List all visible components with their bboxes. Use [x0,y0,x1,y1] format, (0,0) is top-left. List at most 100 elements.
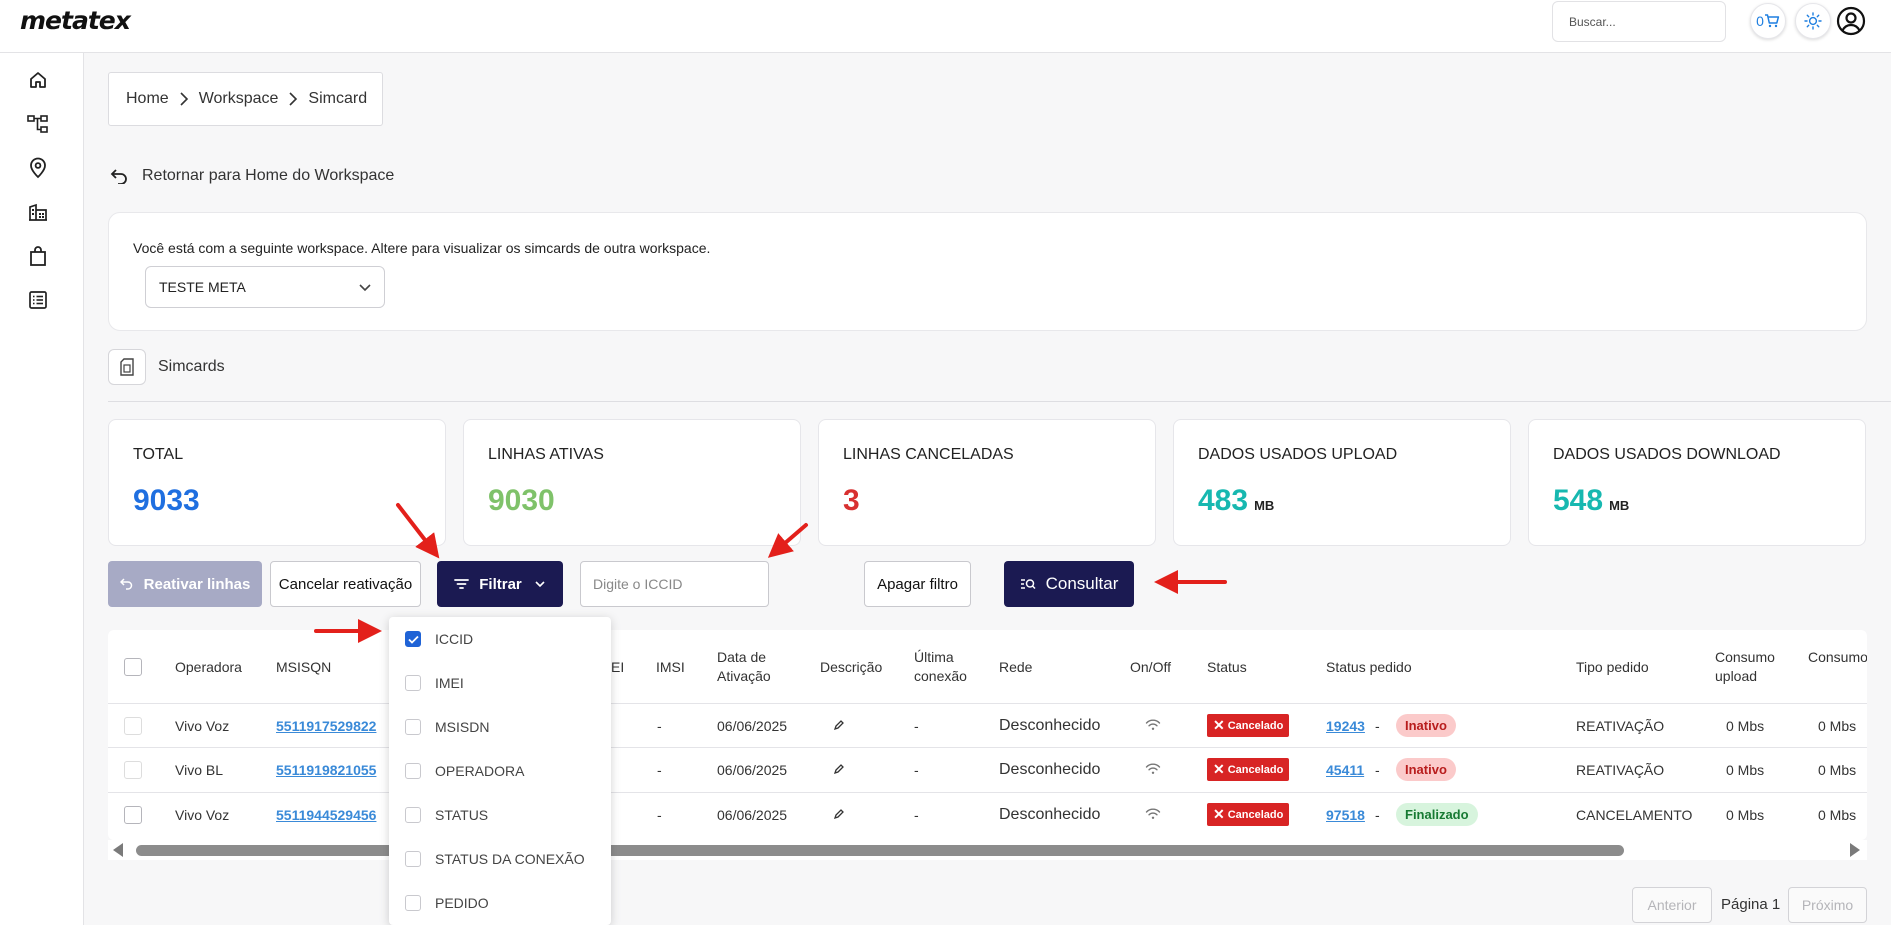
row-checkbox[interactable] [124,717,142,735]
search-list-icon [1020,579,1036,590]
filter-option-pedido[interactable]: PEDIDO [405,895,489,911]
theme-toggle-button[interactable] [1795,3,1831,39]
chevron-right-icon [288,92,298,106]
filter-option-imei[interactable]: IMEI [405,675,464,691]
checkbox[interactable] [405,719,421,735]
stat-unit: MB [1254,498,1275,513]
stat-value: 9033 [133,484,200,517]
cell-msisqn-link[interactable]: 5511944529456 [276,807,377,823]
col-header-consumo-upload[interactable]: Consumo upload [1715,649,1775,684]
breadcrumb-workspace[interactable]: Workspace [198,90,279,107]
col-header-operadora[interactable]: Operadora [175,659,242,675]
stat-card-upload: DADOS USADOS UPLOAD 483 MB [1173,419,1511,546]
filter-option-label: IMEI [435,675,464,691]
checkbox[interactable] [405,763,421,779]
cell-operadora: Vivo BL [175,762,223,778]
stat-value: 3 [843,484,860,517]
filter-button[interactable]: Filtrar [437,561,563,607]
col-header-descricao[interactable]: Descrição [820,659,883,675]
sidebar-item-location[interactable] [26,156,50,180]
order-link[interactable]: 19243 [1326,718,1365,734]
logo[interactable]: metatex [20,6,131,35]
filter-option-operadora[interactable]: OPERADORA [405,763,524,779]
workspace-select[interactable]: TESTE META [145,266,385,308]
col-header-ultima-conexao[interactable]: Última conexão [914,649,967,684]
checkbox[interactable] [405,895,421,911]
col-header-onoff[interactable]: On/Off [1130,659,1171,675]
sidebar-item-list[interactable] [26,288,50,312]
row-divider [108,792,1867,793]
filter-option-status[interactable]: STATUS [405,807,488,823]
status-badge: ✕ Cancelado [1207,758,1290,781]
clear-filter-button[interactable]: Apagar filtro [864,561,971,607]
scroll-left-icon[interactable] [113,843,123,857]
iccid-input[interactable] [580,561,769,607]
query-label: Consultar [1045,574,1119,593]
stat-unit: MB [1609,498,1630,513]
col-header-imei[interactable]: EI [611,659,625,675]
order-link[interactable]: 97518 [1326,807,1365,823]
breadcrumb-simcard: Simcard [308,90,368,107]
col-header-status-pedido[interactable]: Status pedido [1326,659,1412,675]
stat-value: 9030 [488,484,555,517]
pencil-icon[interactable] [833,763,845,775]
checkbox[interactable] [405,851,421,867]
search-input[interactable] [1552,1,1726,42]
filter-option-iccid[interactable]: ICCID [405,631,473,647]
col-header-msisqn[interactable]: MSISQN [276,659,332,675]
col-header-data-ativacao[interactable]: Data de Ativação [717,649,771,684]
scroll-right-icon[interactable] [1850,843,1860,857]
order-link[interactable]: 45411 [1326,762,1365,778]
cart-icon [1764,14,1780,28]
breadcrumb-home[interactable]: Home [126,90,169,107]
select-all-checkbox[interactable] [124,658,142,676]
checkbox[interactable] [405,807,421,823]
cell-imsi: - [657,762,662,778]
sun-icon [1804,12,1822,30]
row-checkbox[interactable] [124,761,142,779]
pencil-icon[interactable] [833,808,845,820]
cancel-reactivation-button[interactable]: Cancelar reativação [270,561,421,607]
cancel-reactivation-label: Cancelar reativação [278,575,413,593]
col-header-rede[interactable]: Rede [999,659,1033,675]
cell-data-ativacao: 06/06/2025 [717,807,788,823]
order-status-pill: Inativo [1396,758,1456,781]
scrollbar-thumb[interactable] [136,845,1624,856]
checkbox-checked[interactable] [405,631,421,647]
query-button[interactable]: Consultar [1004,561,1134,607]
back-to-workspace-link[interactable]: Retornar para Home do Workspace [110,167,394,185]
filter-dropdown-menu: ICCID IMEI MSISDN OPERADORA STATUS STATU… [389,617,611,925]
chevron-right-icon [179,92,189,106]
sidebar-item-orders[interactable] [26,244,50,268]
col-header-tipo-pedido[interactable]: Tipo pedido [1576,659,1649,675]
stat-label: DADOS USADOS UPLOAD [1198,446,1398,463]
filter-option-msisdn[interactable]: MSISDN [405,719,489,735]
cell-consumo-download: 0 Mbs [1818,762,1857,778]
next-page-button[interactable]: Próximo [1788,887,1867,923]
user-circle-icon[interactable] [1836,6,1866,36]
order-status-pill: Finalizado [1396,803,1478,826]
wifi-icon [1145,808,1161,819]
divider [108,401,1891,402]
col-header-consumo-download[interactable]: Consumo downloa [1808,649,1867,665]
sidebar-item-hierarchy[interactable] [26,112,50,136]
cell-consumo-download: 0 Mbs [1818,807,1857,823]
previous-page-button[interactable]: Anterior [1632,887,1712,923]
sidebar-item-buildings[interactable] [26,200,50,224]
reactivate-lines-button[interactable]: Reativar linhas [108,561,262,607]
sidebar-item-home[interactable] [26,68,50,92]
checkbox[interactable] [405,675,421,691]
col-header-imsi[interactable]: IMSI [656,659,685,675]
pencil-icon[interactable] [833,719,845,731]
row-checkbox[interactable] [124,806,142,824]
cart-button[interactable]: 0 [1750,3,1786,39]
cell-msisqn-link[interactable]: 5511917529822 [276,718,377,734]
clear-filter-label: Apagar filtro [877,575,958,593]
col-header-status[interactable]: Status [1207,659,1247,675]
workspace-info-text: Você está com a seguinte workspace. Alte… [133,240,711,256]
home-icon [30,72,46,88]
cell-msisqn-link[interactable]: 5511919821055 [276,762,377,778]
filter-option-label: STATUS [435,807,489,823]
filter-option-status-conexao[interactable]: STATUS DA CONEXÃO [405,851,585,867]
top-bar: metatex 0 [0,0,1891,53]
